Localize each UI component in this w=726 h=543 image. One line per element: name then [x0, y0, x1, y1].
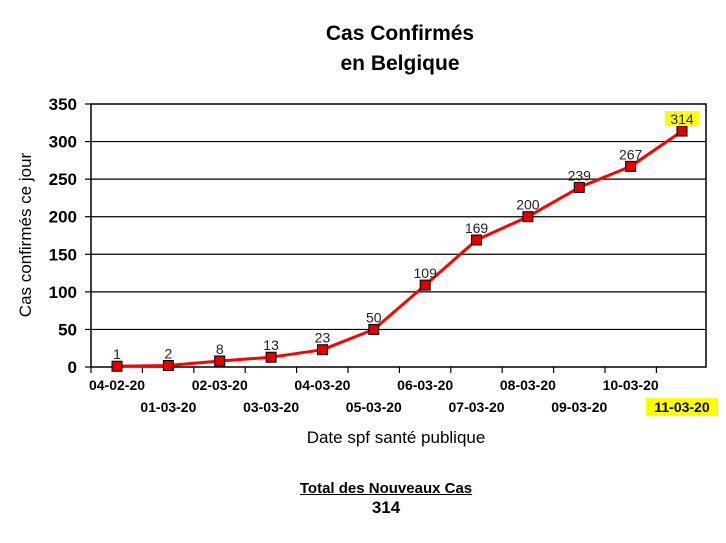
data-point	[676, 125, 688, 137]
y-tick-label: 250	[49, 170, 77, 189]
x-tick-label: 08-03-20	[500, 377, 556, 393]
data-point	[111, 360, 123, 372]
data-point	[368, 323, 380, 335]
data-label: 169	[465, 220, 489, 236]
y-axis-label: Cas confirmés ce jour	[16, 152, 35, 317]
y-tick-label: 100	[49, 283, 77, 302]
data-label: 109	[414, 265, 438, 281]
x-tick-label: 11-03-20	[654, 399, 709, 415]
plot-area	[90, 103, 707, 368]
data-label: 50	[366, 309, 382, 325]
x-tick-label: 02-03-20	[192, 377, 248, 393]
x-tick-label: 05-03-20	[346, 399, 402, 415]
data-label: 267	[619, 146, 643, 162]
data-point	[573, 181, 585, 193]
data-label-highlight	[665, 111, 699, 127]
x-tick-label: 01-03-20	[140, 399, 196, 415]
data-point	[471, 234, 483, 246]
chart-title-line-2: en Belgique	[340, 52, 460, 75]
data-label: 13	[263, 337, 279, 353]
total-value: 314	[371, 498, 401, 517]
data-label: 200	[516, 197, 540, 213]
y-tick-label: 200	[49, 208, 77, 227]
x-tick-label: 04-03-20	[294, 377, 350, 393]
data-label: 1	[113, 346, 121, 362]
x-tick-label: 06-03-20	[397, 377, 453, 393]
x-tick-label: 07-03-20	[449, 399, 505, 415]
data-label: 8	[216, 341, 224, 357]
data-label: 2	[164, 345, 172, 361]
data-point	[522, 211, 534, 223]
chart-title-line-1: Cas Confirmés	[325, 22, 475, 45]
y-tick-label: 300	[49, 133, 77, 152]
series-line	[116, 129, 683, 368]
data-point	[214, 355, 226, 367]
x-axis-label: Date spf santé publique	[306, 428, 486, 447]
data-point	[316, 344, 328, 356]
y-tick-label: 50	[58, 320, 77, 339]
total-label: Total des Nouveaux Cas	[299, 480, 473, 497]
x-tick-label: 04-02-20	[89, 377, 145, 393]
x-tick-label: 10-03-20	[603, 377, 659, 393]
y-tick-label: 150	[49, 245, 77, 264]
data-point	[625, 160, 637, 172]
x-tick-label: 03-03-20	[243, 399, 299, 415]
y-tick-label: 0	[68, 358, 77, 377]
data-label: 239	[568, 167, 592, 183]
x-label-highlight	[646, 398, 718, 416]
data-point	[419, 279, 431, 291]
y-tick-label: 350	[49, 95, 77, 114]
x-tick-label: 09-03-20	[551, 399, 607, 415]
data-point	[162, 359, 174, 371]
data-label: 314	[670, 111, 694, 127]
data-point	[265, 351, 277, 363]
data-label: 23	[315, 330, 331, 346]
